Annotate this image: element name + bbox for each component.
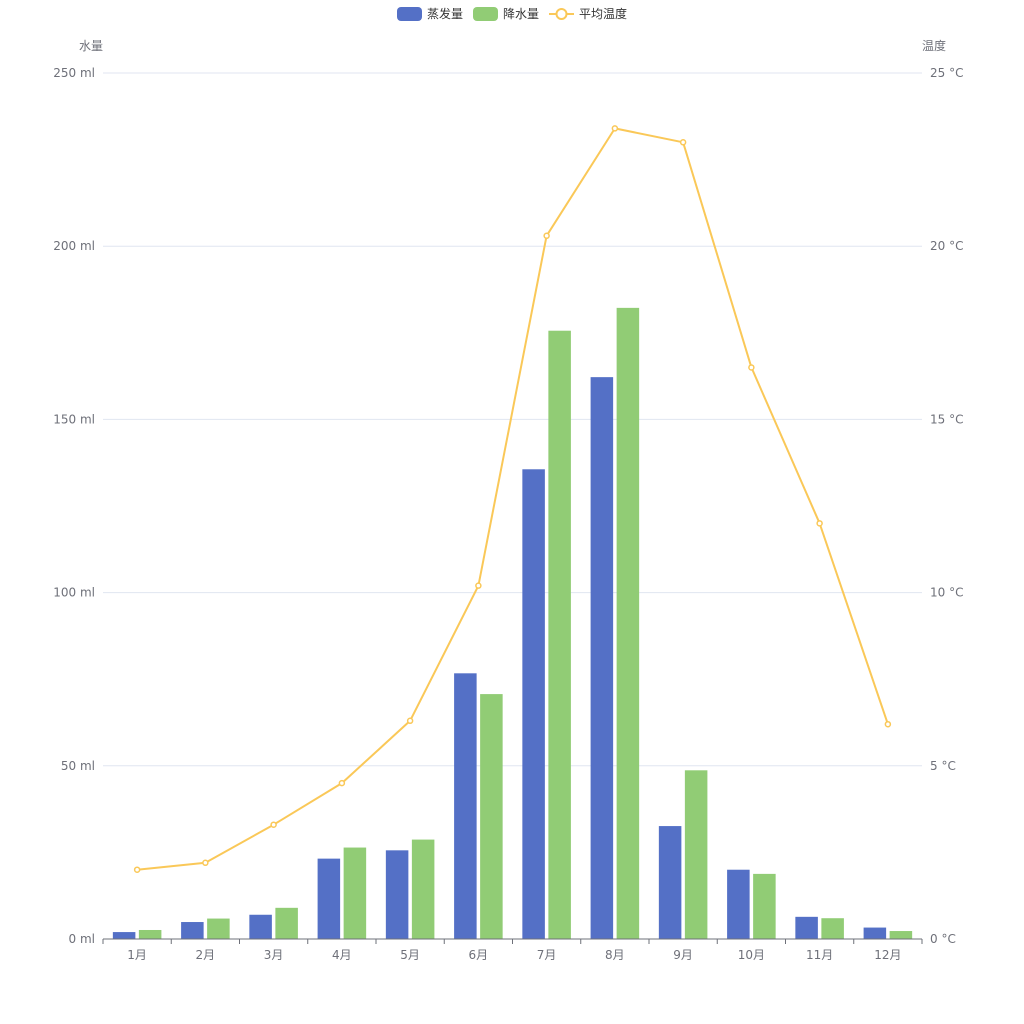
bar-降水量-4月	[343, 847, 367, 939]
line-point-平均温度-3月	[270, 821, 277, 828]
legend-label-平均温度: 平均温度	[579, 6, 627, 21]
x-tick-label: 2月	[196, 948, 216, 962]
x-tick-label: 7月	[537, 948, 557, 962]
bar-蒸发量-5月	[385, 850, 409, 939]
bar-蒸发量-2月	[181, 922, 204, 939]
x-tick-label: 1月	[127, 948, 147, 962]
bar-降水量-7月	[548, 330, 571, 940]
line-point-平均温度-5月	[406, 717, 414, 725]
line-point-平均温度-2月	[202, 859, 209, 867]
bar-降水量-1月	[138, 929, 162, 939]
bar-降水量-2月	[207, 918, 230, 939]
bar-蒸发量-7月	[522, 469, 545, 939]
x-tick-label: 8月	[605, 948, 625, 962]
line-point-平均温度-10月	[748, 364, 755, 371]
line-point-平均温度-12月	[884, 720, 892, 728]
legend: 蒸发量 降水量 平均温度	[397, 6, 627, 21]
x-tick-label: 9月	[673, 948, 693, 962]
y-right-tick-label: 25 °C	[930, 66, 963, 80]
bar-蒸发量-6月	[454, 673, 477, 939]
legend-icon-marker-平均温度	[555, 8, 568, 20]
x-tick-label: 10月	[738, 948, 765, 962]
line-series-group	[133, 125, 892, 873]
y-right-tick-label: 5 °C	[930, 759, 956, 773]
bar-蒸发量-3月	[249, 914, 272, 939]
legend-label-蒸发量: 蒸发量	[427, 6, 463, 21]
bar-蒸发量-10月	[727, 869, 750, 939]
line-平均温度	[136, 127, 889, 871]
bar-降水量-8月	[616, 307, 640, 939]
y-left-axis-name: 水量	[79, 39, 103, 53]
bar-降水量-11月	[821, 918, 844, 939]
x-tick-label: 6月	[469, 948, 489, 962]
line-point-平均温度-1月	[133, 866, 141, 873]
y-right-tick-label: 10 °C	[930, 586, 963, 600]
y-right-axis-name: 温度	[922, 38, 946, 53]
x-tick-label: 12月	[874, 948, 901, 962]
bar-series-group	[112, 307, 913, 940]
bar-降水量-6月	[480, 694, 503, 939]
bar-降水量-12月	[889, 931, 913, 939]
y-right-tick-label: 0 °C	[930, 932, 956, 946]
line-point-平均温度-8月	[611, 125, 619, 132]
line-point-平均温度-7月	[543, 232, 550, 240]
axes: 0 ml 50 ml 100 ml 150 ml 200 ml 250 ml 0 °C 5 °…	[53, 38, 963, 962]
bar-降水量-10月	[753, 873, 776, 939]
x-tick-label: 11月	[806, 948, 833, 962]
bar-蒸发量-11月	[795, 916, 818, 939]
y-right-tick-label: 20 °C	[930, 239, 963, 253]
bar-降水量-5月	[411, 839, 435, 939]
bar-降水量-3月	[275, 907, 298, 939]
legend-label-降水量: 降水量	[503, 7, 539, 21]
x-tick-label: 3月	[264, 948, 284, 962]
bar-蒸发量-8月	[590, 377, 614, 940]
y-right-tick-label: 15 °C	[930, 412, 963, 426]
bar-降水量-9月	[684, 770, 708, 939]
legend-icon-蒸发量	[397, 7, 422, 21]
y-left-tick-label: 100 ml	[53, 586, 95, 600]
line-point-平均温度-4月	[338, 779, 346, 787]
y-left-tick-label: 200 ml	[53, 239, 95, 253]
y-left-tick-label: 250 ml	[53, 66, 95, 80]
bar-蒸发量-9月	[658, 826, 682, 939]
bar-蒸发量-12月	[863, 927, 887, 939]
bar-蒸发量-1月	[112, 932, 136, 939]
x-tick-label: 5月	[400, 948, 420, 962]
y-left-tick-label: 0 ml	[69, 932, 95, 946]
line-point-平均温度-6月	[475, 582, 482, 589]
y-left-tick-label: 150 ml	[53, 412, 95, 426]
grid-lines	[103, 72, 922, 767]
line-point-平均温度-11月	[816, 520, 823, 527]
bar-蒸发量-4月	[317, 858, 341, 939]
x-tick-label: 4月	[332, 948, 352, 962]
y-left-tick-label: 50 ml	[61, 759, 95, 773]
legend-icon-降水量	[473, 7, 498, 21]
line-point-平均温度-9月	[679, 139, 687, 146]
